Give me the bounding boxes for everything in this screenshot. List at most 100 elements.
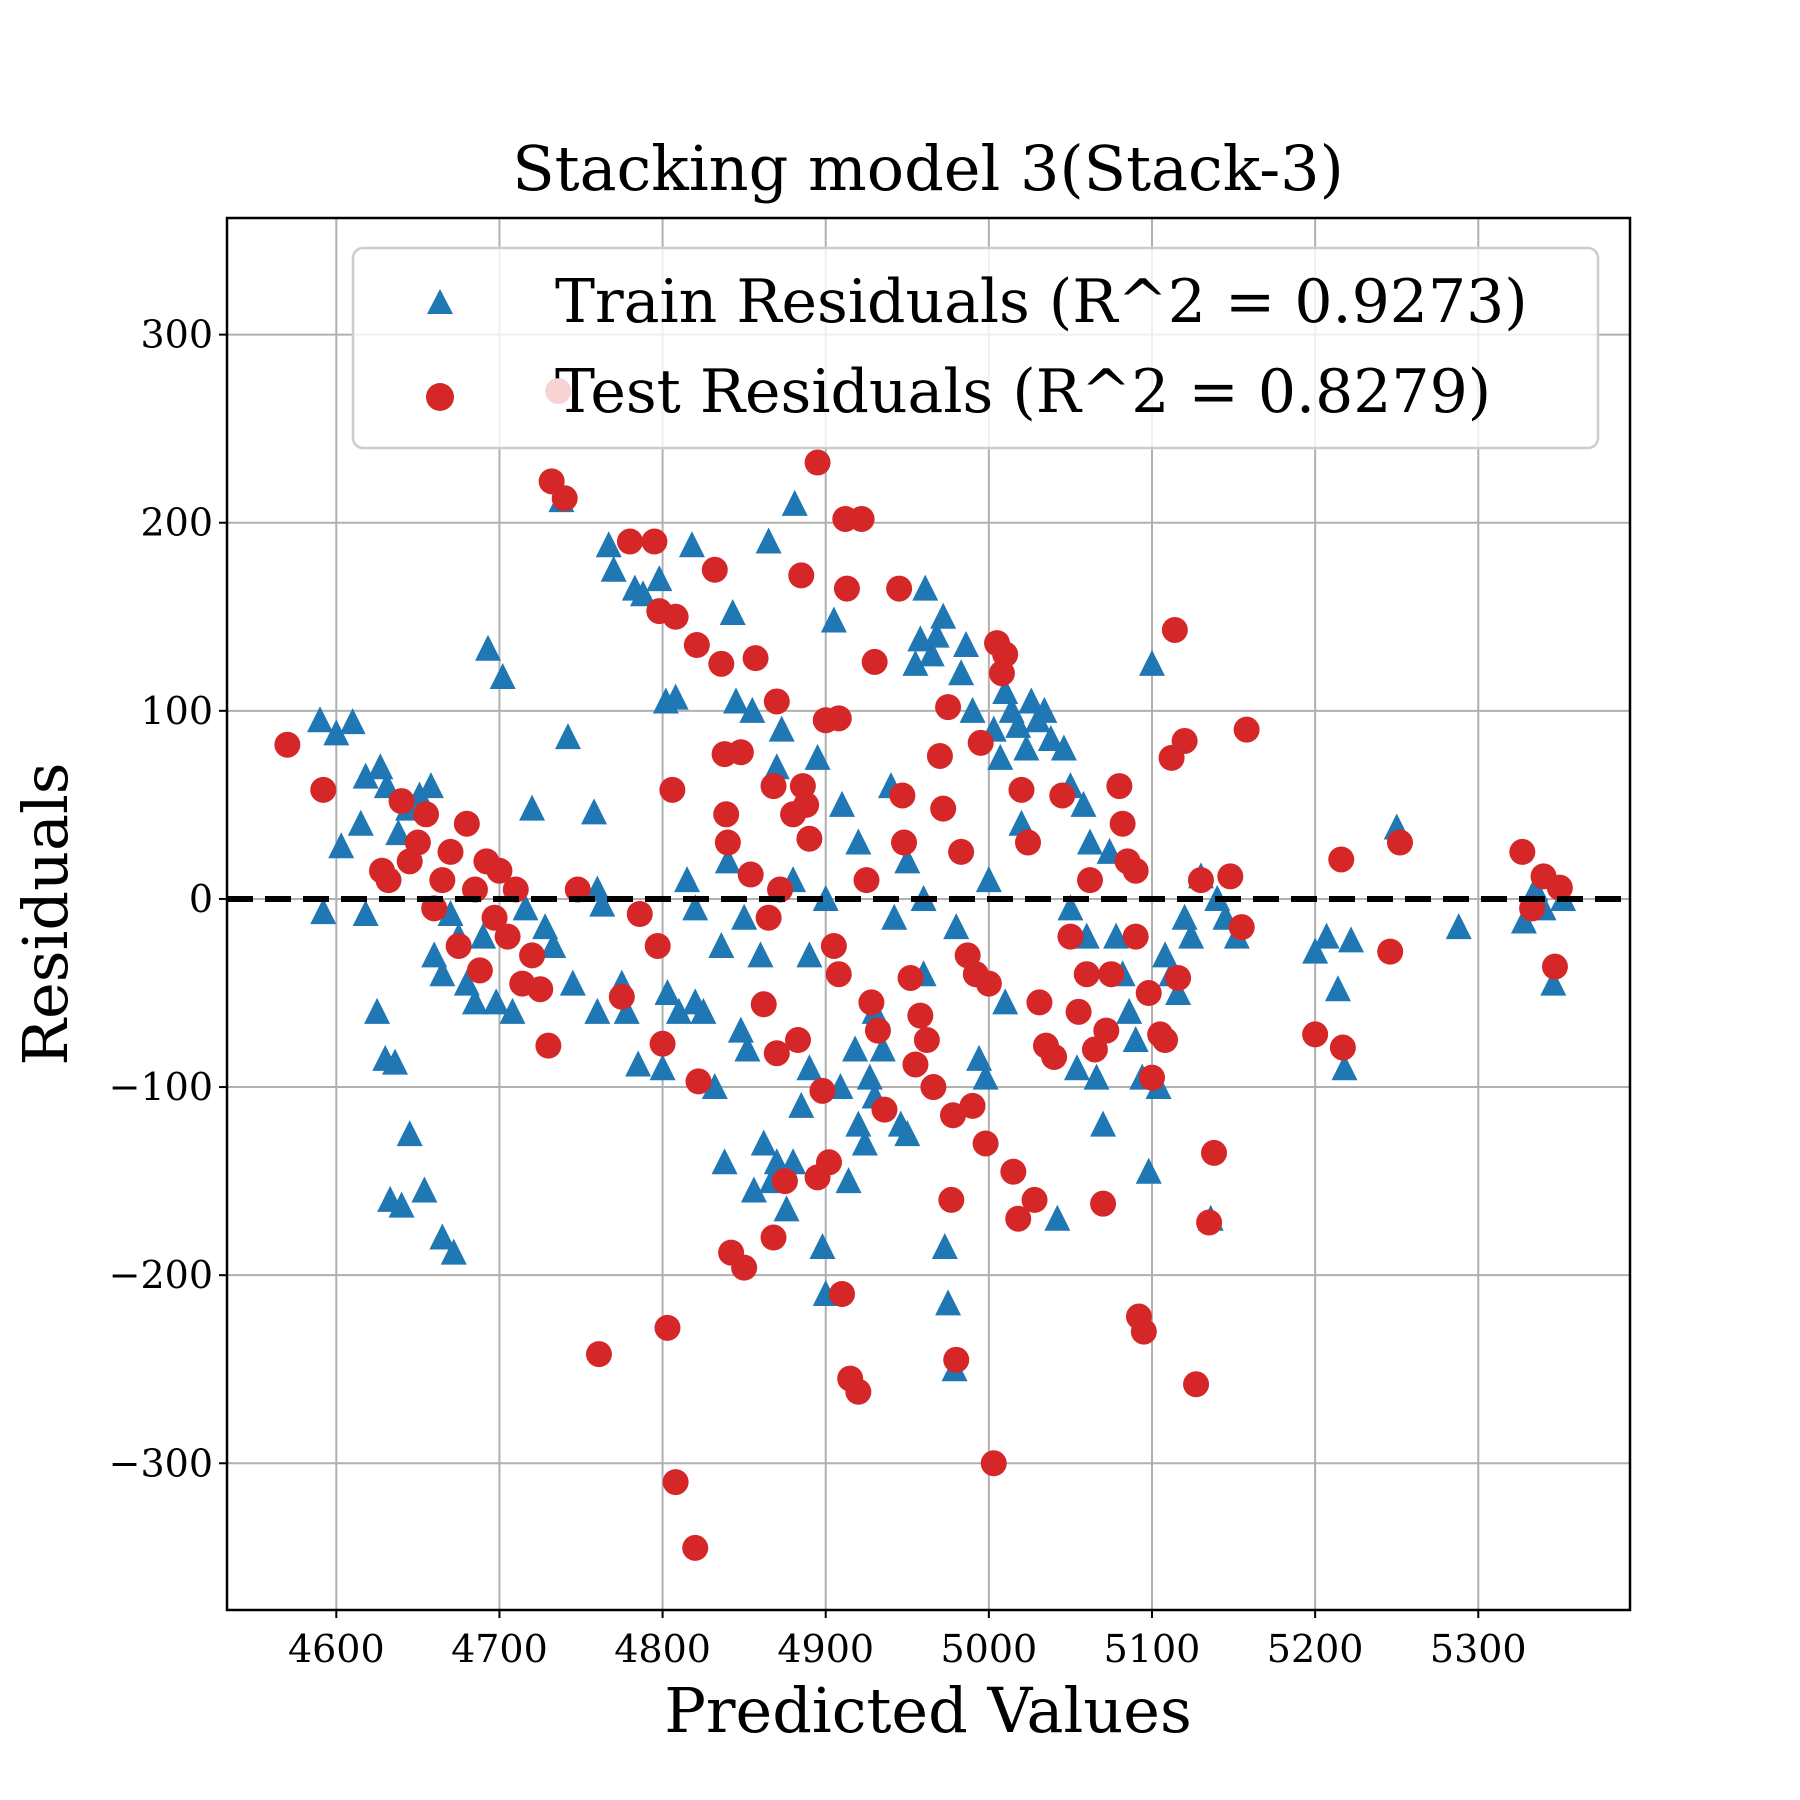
- test-point: [1200, 1139, 1227, 1166]
- test-point: [897, 964, 924, 991]
- test-point: [701, 556, 728, 583]
- train-point: [613, 997, 640, 1024]
- test-point: [713, 801, 740, 828]
- train-point: [835, 1167, 862, 1194]
- train-point: [1077, 828, 1104, 855]
- train-point: [701, 1073, 728, 1100]
- train-point: [559, 969, 586, 996]
- test-point: [959, 1092, 986, 1119]
- test-point: [1000, 1158, 1027, 1185]
- train-point: [959, 696, 986, 723]
- test-point: [763, 1040, 790, 1067]
- train-point: [894, 1120, 921, 1147]
- test-point: [864, 1017, 891, 1044]
- test-point: [760, 1224, 787, 1251]
- y-tick-label: 0: [189, 877, 213, 921]
- train-point: [923, 621, 950, 648]
- train-point: [714, 847, 741, 874]
- test-point: [760, 773, 787, 800]
- train-point: [804, 743, 831, 770]
- test-point: [891, 829, 918, 856]
- train-point: [437, 900, 464, 926]
- test-point: [1152, 1027, 1179, 1054]
- train-point: [708, 931, 735, 958]
- test-point: [871, 1096, 898, 1123]
- test-point: [1196, 1209, 1223, 1236]
- train-point: [540, 931, 567, 958]
- train-point: [352, 762, 379, 789]
- train-point: [396, 1120, 423, 1147]
- test-point: [1026, 989, 1053, 1016]
- train-point: [1050, 734, 1077, 761]
- train-point: [1135, 1157, 1162, 1184]
- test-point: [535, 1032, 562, 1059]
- train-point: [1522, 875, 1549, 902]
- train-point: [649, 1054, 676, 1081]
- test-point: [1015, 829, 1042, 856]
- train-point: [1057, 894, 1084, 921]
- test-point: [1093, 1017, 1120, 1044]
- x-tick-label: 5200: [1267, 1627, 1364, 1671]
- train-point: [734, 1035, 761, 1062]
- x-tick-label: 5000: [941, 1627, 1038, 1671]
- test-point: [682, 1534, 709, 1561]
- train-point: [665, 997, 692, 1024]
- test-point: [662, 1469, 689, 1496]
- train-point: [512, 894, 539, 921]
- x-tick-label: 4900: [777, 1627, 874, 1671]
- test-point: [388, 788, 415, 815]
- legend-box: [351, 246, 1600, 450]
- test-point: [1377, 938, 1404, 965]
- test-point: [1135, 980, 1162, 1007]
- test-point: [939, 1102, 966, 1129]
- train-point: [780, 1148, 807, 1175]
- test-point: [804, 449, 831, 476]
- test-point: [1228, 914, 1255, 941]
- test-point: [853, 867, 880, 894]
- train-point: [554, 723, 581, 750]
- test-point: [742, 645, 769, 672]
- y-tick-label: −200: [109, 1253, 213, 1297]
- test-point: [845, 1378, 872, 1405]
- train-point: [385, 819, 412, 846]
- test-point: [886, 575, 913, 602]
- train-point: [722, 687, 749, 714]
- train-point: [1083, 1063, 1110, 1090]
- test-point: [833, 575, 860, 602]
- test-point: [1328, 846, 1355, 873]
- train-point: [1090, 1110, 1117, 1137]
- train-point: [600, 555, 627, 582]
- train-point: [674, 866, 701, 893]
- test-point: [784, 1027, 811, 1054]
- test-point: [820, 932, 847, 959]
- train-point: [992, 988, 1019, 1015]
- train-point: [812, 884, 839, 911]
- train-point: [417, 772, 444, 799]
- test-point: [727, 739, 754, 766]
- test-point: [889, 782, 916, 809]
- test-point: [948, 838, 975, 865]
- test-point: [1130, 1318, 1157, 1345]
- test-point: [1065, 998, 1092, 1025]
- test-point: [930, 795, 957, 822]
- test-point: [1008, 776, 1035, 803]
- train-point: [421, 941, 448, 968]
- train-point: [662, 683, 689, 710]
- train-point: [711, 1148, 738, 1175]
- train-point: [1116, 997, 1143, 1024]
- train-point: [781, 489, 808, 516]
- train-point: [719, 599, 746, 626]
- data-points: [274, 378, 1577, 1561]
- test-point: [1386, 829, 1413, 856]
- train-point: [796, 941, 823, 968]
- train-point: [352, 900, 379, 926]
- train-point: [739, 696, 766, 723]
- test-point: [551, 485, 578, 512]
- test-point: [1217, 863, 1244, 890]
- y-tick-label: 200: [140, 501, 213, 545]
- train-point: [1103, 922, 1130, 949]
- train-point: [584, 997, 611, 1024]
- test-point: [920, 1074, 947, 1101]
- test-point: [793, 791, 820, 818]
- test-point: [938, 1186, 965, 1213]
